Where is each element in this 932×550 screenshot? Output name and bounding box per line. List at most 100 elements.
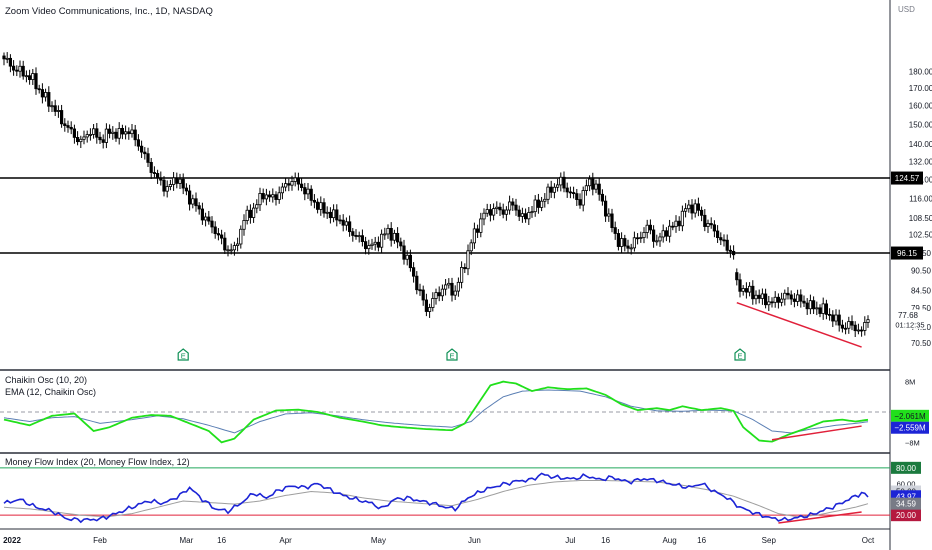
candle-down bbox=[626, 245, 630, 249]
time-tick-label: Apr bbox=[279, 536, 292, 545]
candle-down bbox=[565, 187, 569, 193]
candle-down bbox=[799, 294, 803, 302]
candle-down bbox=[536, 199, 541, 208]
candle-up bbox=[434, 292, 438, 299]
candle-down bbox=[850, 321, 854, 326]
candle-down bbox=[600, 193, 605, 202]
candle-up bbox=[370, 243, 374, 246]
time-tick-label: Jun bbox=[468, 536, 481, 545]
candle-down bbox=[652, 229, 656, 242]
candle-up bbox=[280, 186, 285, 194]
candle-down bbox=[181, 178, 185, 189]
candle-down bbox=[789, 294, 793, 300]
candle-down bbox=[66, 125, 70, 128]
candle-up bbox=[629, 247, 633, 250]
candle-down bbox=[437, 292, 441, 297]
mfi-band-badge bbox=[891, 509, 921, 522]
candle-up bbox=[251, 207, 256, 218]
time-tick-label: Feb bbox=[93, 536, 107, 545]
candle-up bbox=[693, 203, 697, 214]
earnings-marker bbox=[446, 348, 458, 361]
countdown-label: 01:12:35 bbox=[895, 320, 924, 329]
candle-down bbox=[703, 214, 707, 227]
candle-down bbox=[133, 129, 137, 141]
mfi-trend-line bbox=[778, 511, 862, 524]
candle-up bbox=[344, 221, 349, 226]
candle-down bbox=[517, 209, 521, 217]
candle-down bbox=[853, 324, 857, 332]
candle-down bbox=[152, 172, 156, 174]
candle-down bbox=[194, 198, 198, 207]
candle-up bbox=[783, 292, 787, 300]
candle-down bbox=[844, 327, 848, 330]
candle-down bbox=[716, 230, 720, 239]
candle-down bbox=[184, 187, 188, 192]
candle-down bbox=[418, 289, 422, 292]
candle-up bbox=[495, 206, 499, 209]
candle-down bbox=[60, 110, 64, 125]
time-tick-label: 16 bbox=[217, 536, 226, 545]
candle-down bbox=[597, 183, 601, 195]
price-trend-line bbox=[736, 301, 862, 348]
time-tick-label: 2022 bbox=[3, 536, 21, 545]
candle-down bbox=[335, 209, 339, 221]
candle-down bbox=[213, 226, 217, 234]
candle-down bbox=[402, 245, 406, 260]
earnings-marker-label: E bbox=[449, 352, 454, 361]
candle-up bbox=[504, 209, 509, 215]
mfi-line bbox=[3, 472, 869, 524]
candle-down bbox=[98, 136, 102, 141]
candle-up bbox=[687, 204, 691, 210]
candle-up bbox=[453, 290, 457, 296]
candle-down bbox=[360, 235, 365, 243]
candle-up bbox=[748, 285, 752, 293]
candle-down bbox=[604, 200, 608, 217]
candle-up bbox=[171, 177, 176, 185]
candle-down bbox=[671, 225, 675, 228]
last-price-badge bbox=[891, 309, 927, 329]
candle-down bbox=[450, 282, 454, 296]
candle-down bbox=[738, 279, 742, 292]
candle-down bbox=[514, 204, 518, 211]
candle-up bbox=[581, 190, 585, 206]
candle-up bbox=[552, 186, 557, 193]
candle-up bbox=[130, 129, 134, 135]
candle-down bbox=[223, 237, 227, 251]
mfi-title: Money Flow Index (20, Money Flow Index, … bbox=[5, 457, 190, 467]
earnings-marker-label: E bbox=[737, 352, 742, 361]
candle-up bbox=[405, 254, 409, 260]
candle-down bbox=[261, 193, 265, 200]
candle-up bbox=[821, 303, 825, 314]
candle-down bbox=[162, 179, 166, 192]
time-tick-label: Jul bbox=[565, 536, 575, 545]
candle-down bbox=[11, 65, 16, 71]
candle-up bbox=[379, 233, 384, 248]
candle-up bbox=[92, 128, 96, 135]
candle-down bbox=[498, 206, 502, 211]
candle-down bbox=[210, 220, 214, 228]
candle-down bbox=[463, 267, 467, 270]
candle-up bbox=[754, 294, 758, 300]
candle-up bbox=[674, 220, 678, 227]
time-tick-label: Sep bbox=[762, 536, 777, 545]
candle-down bbox=[728, 249, 733, 252]
candle-down bbox=[757, 294, 761, 299]
candle-up bbox=[773, 296, 777, 303]
candle-down bbox=[76, 137, 80, 143]
candle-down bbox=[824, 303, 829, 315]
candle-down bbox=[690, 204, 694, 214]
price-tick-label: 108.50 bbox=[909, 214, 932, 223]
candle-up bbox=[178, 178, 182, 184]
candle-down bbox=[575, 193, 579, 200]
price-tick-label: 79.50 bbox=[911, 304, 932, 313]
candle-up bbox=[255, 204, 259, 209]
candle-down bbox=[322, 202, 326, 214]
candle-up bbox=[507, 201, 512, 211]
time-tick-label: Oct bbox=[862, 536, 875, 545]
candle-down bbox=[648, 224, 653, 231]
candle-up bbox=[620, 238, 624, 247]
candle-down bbox=[395, 232, 400, 243]
